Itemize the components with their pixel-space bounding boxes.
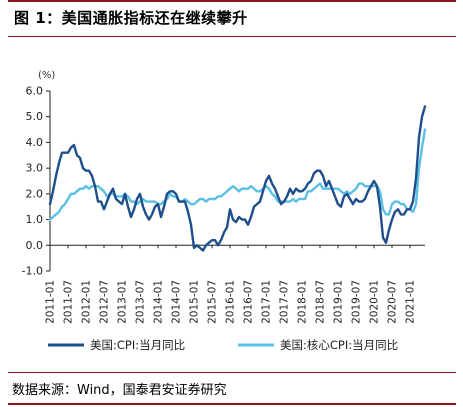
legend: 美国:CPI:当月同比 美国:核心CPI:当月同比 [48, 338, 398, 352]
x-tick-label: 2017-01 [261, 280, 273, 324]
y-tick-label: -1.0 [22, 265, 43, 278]
y-tick-label: 1.0 [26, 213, 44, 226]
y-tick-label: 3.0 [26, 162, 44, 175]
legend-label: 美国:核心CPI:当月同比 [280, 338, 398, 352]
x-tick-label: 2013-07 [135, 280, 147, 324]
x-tick-label: 2013-01 [117, 280, 129, 324]
x-tick-label: 2015-01 [189, 280, 201, 324]
source-bar: 数据来源：Wind，国泰君安证券研究 [8, 372, 456, 405]
x-tick-label: 2020-01 [369, 280, 381, 324]
x-tick-label: 2018-01 [297, 280, 309, 324]
x-tick-label: 2021-01 [405, 280, 417, 324]
series-line-cpi [48, 105, 427, 252]
x-tick-label: 2011-01 [45, 280, 57, 324]
x-tick-label: 2014-07 [171, 280, 183, 324]
y-tick-label: 2.0 [26, 187, 44, 200]
series-line-core-cpi [48, 128, 427, 221]
x-tick-label: 2017-07 [279, 280, 291, 324]
x-tick-label: 2018-07 [315, 280, 327, 324]
y-tick-label: 5.0 [26, 110, 44, 123]
x-tick-label: 2012-01 [81, 280, 93, 324]
figure-title: 图 1：美国通胀指标还在继续攀升 [14, 9, 248, 27]
series-lines [48, 105, 427, 252]
y-tick-label: 6.0 [26, 85, 44, 98]
x-tick-label: 2015-07 [207, 280, 219, 324]
x-tick-label: 2012-07 [99, 280, 111, 324]
y-unit-label: (%) [38, 70, 55, 81]
y-tick-label: 0.0 [26, 239, 44, 252]
x-tick-label: 2016-07 [243, 280, 255, 324]
source-note: 数据来源：Wind，国泰君安证券研究 [12, 383, 227, 398]
x-tick-label: 2019-07 [351, 280, 363, 324]
title-bar: 图 1：美国通胀指标还在继续攀升 [8, 0, 456, 37]
x-tick-label: 2011-07 [63, 280, 75, 324]
legend-label: 美国:CPI:当月同比 [90, 338, 185, 352]
y-tick-label: 4.0 [26, 136, 44, 149]
x-tick-label: 2016-01 [225, 280, 237, 324]
x-tick-label: 2014-01 [153, 280, 165, 324]
x-tick-label: 2019-01 [333, 280, 345, 324]
x-tick-label: 2020-07 [387, 280, 399, 324]
legend-item-core-cpi: 美国:核心CPI:当月同比 [238, 338, 398, 352]
legend-item-cpi: 美国:CPI:当月同比 [48, 338, 185, 352]
